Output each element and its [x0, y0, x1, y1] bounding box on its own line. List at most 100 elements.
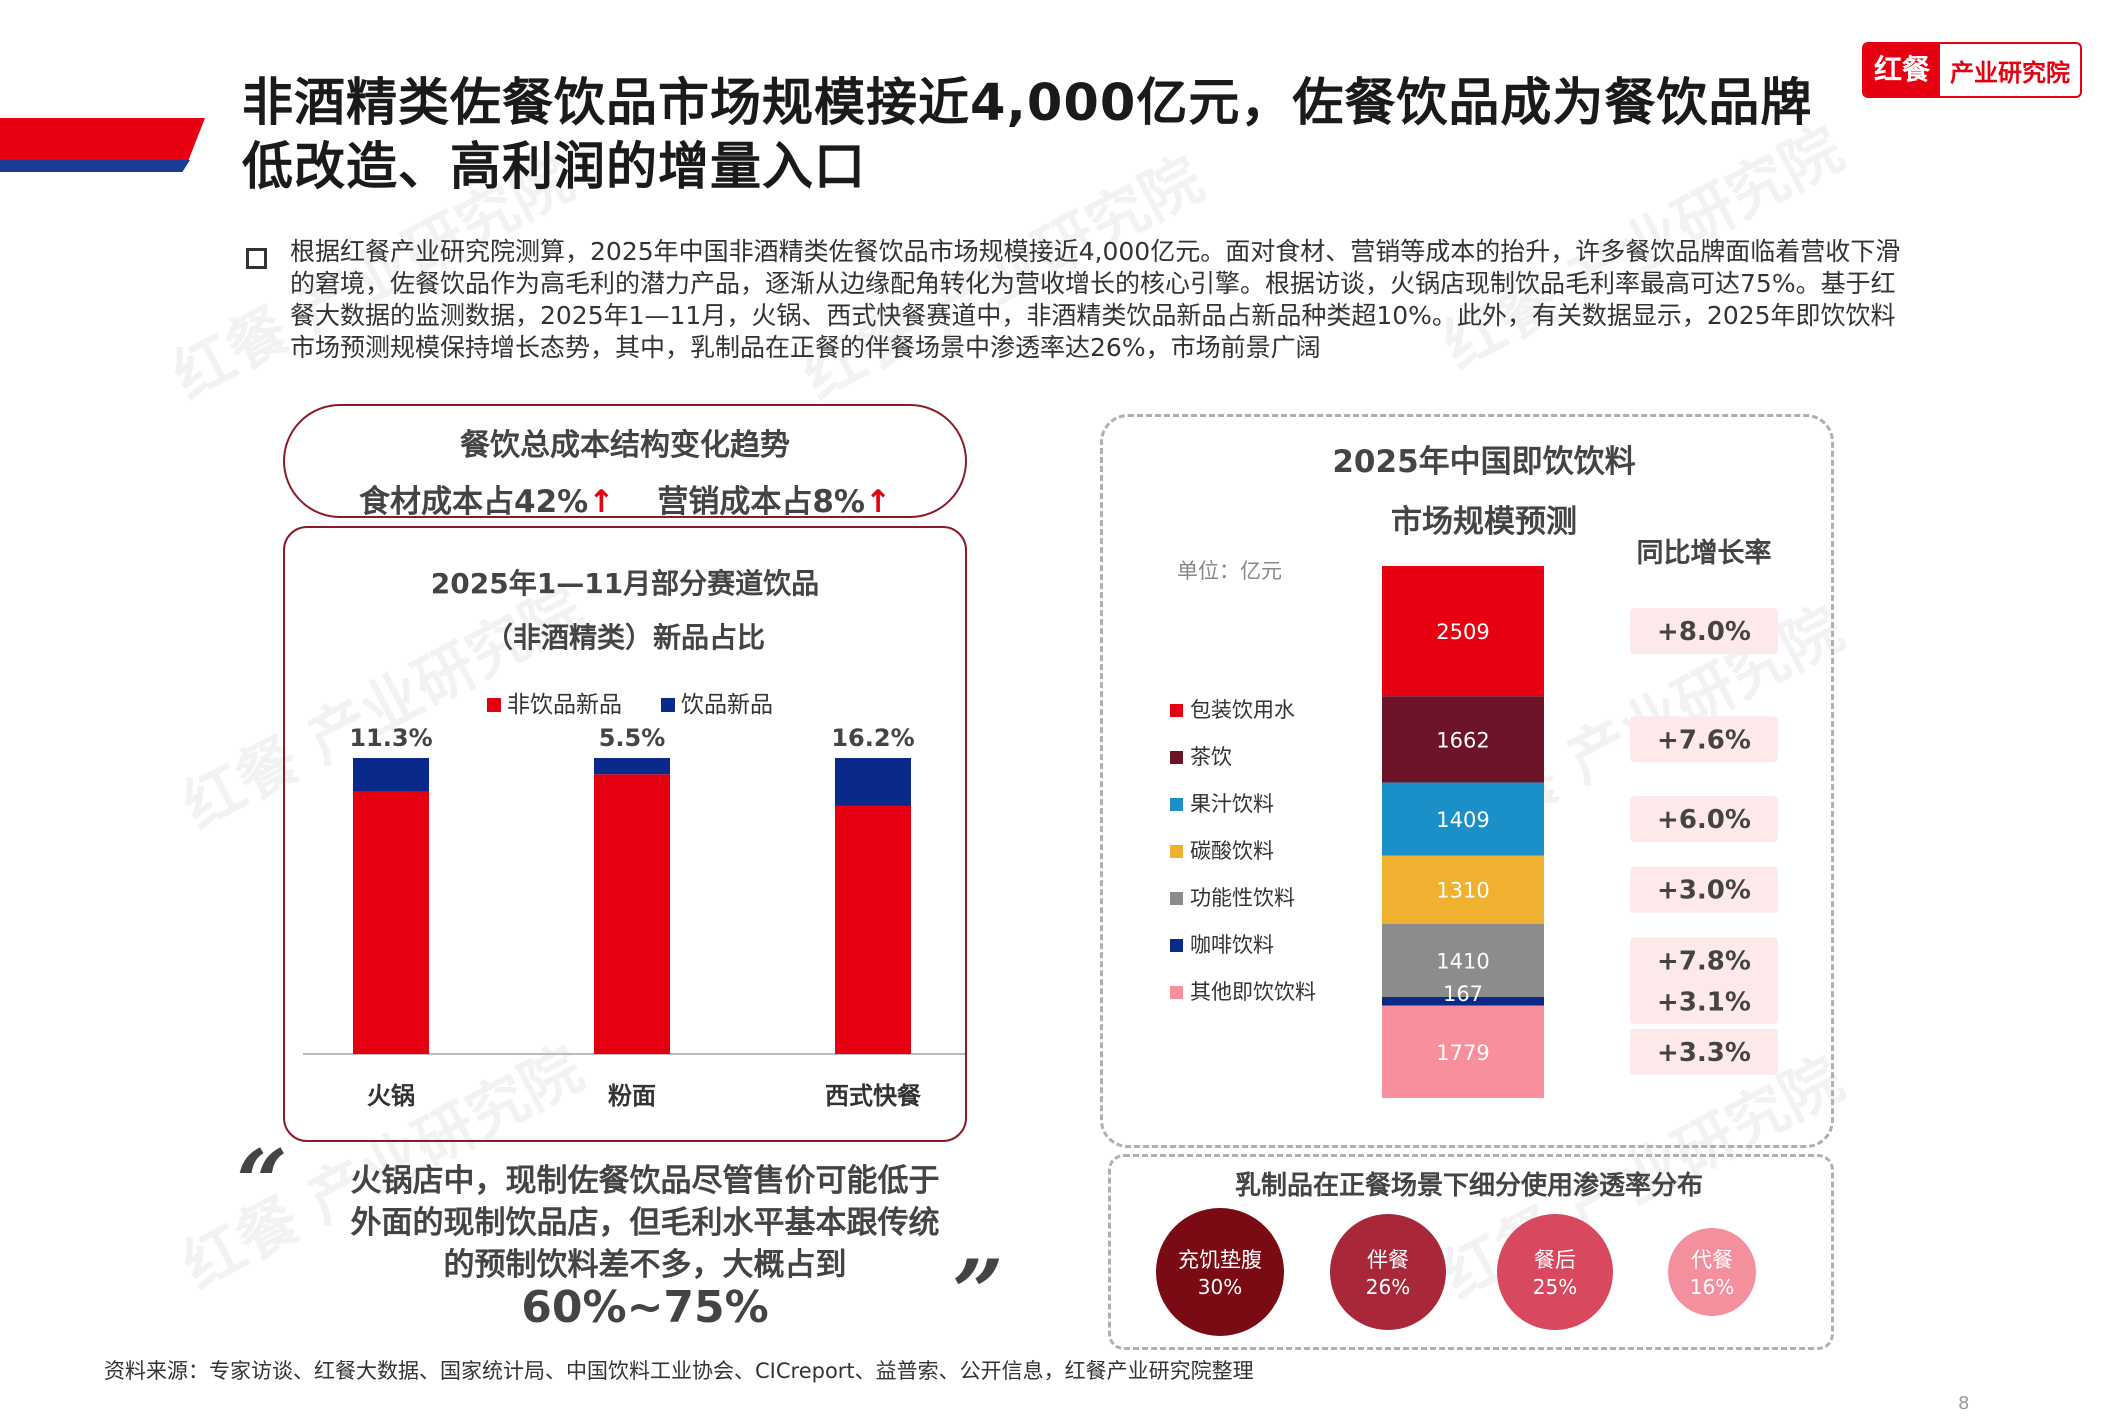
dairy-label: 充饥垫腹	[1178, 1248, 1262, 1272]
stack-segment	[1382, 566, 1544, 697]
quote-highlight: 60%~75%	[521, 1282, 769, 1333]
growth-badge	[1630, 866, 1778, 913]
dairy-title: 乳制品在正餐场景下细分使用渗透率分布	[1235, 1170, 1703, 1201]
bar-segment	[835, 758, 911, 806]
stack-segment	[1382, 855, 1544, 924]
segment-value-label: 167	[1443, 982, 1483, 1006]
data-label: 16.2%	[831, 724, 914, 752]
title-line-2: 低改造、高利润的增量入口	[242, 138, 867, 197]
legend-swatch	[1170, 845, 1183, 858]
legend-swatch-drink	[661, 698, 675, 712]
dairy-circle	[1668, 1228, 1756, 1316]
open-quote-icon: “	[236, 1130, 288, 1236]
data-label: 5.5%	[599, 724, 666, 752]
segment-value-label: 1310	[1436, 879, 1489, 903]
segment-value-label: 1409	[1436, 808, 1489, 832]
segment-value-label: 1779	[1436, 1041, 1489, 1065]
growth-value: +3.1%	[1657, 987, 1751, 1017]
up-arrow-icon: ↑	[865, 484, 891, 520]
segment-value-label: 1410	[1436, 949, 1489, 973]
growth-badge	[1630, 937, 1778, 984]
logo-text: 产业研究院	[1950, 58, 2071, 87]
legend-label: 咖啡饮料	[1190, 933, 1274, 957]
bar-segment	[353, 758, 429, 792]
unit-label: 单位：亿元	[1177, 559, 1282, 583]
dairy-label: 代餐	[1691, 1248, 1733, 1272]
quote-line-3: 的预制饮料差不多，大概占到	[443, 1247, 847, 1283]
legend-swatch	[1170, 986, 1183, 999]
growth-header: 同比增长率	[1637, 537, 1772, 569]
legend-label: 其他即饮饮料	[1190, 980, 1316, 1004]
dairy-penetration-box	[1108, 1154, 1834, 1350]
growth-value: +3.0%	[1657, 876, 1751, 906]
food-cost-text: 食材成本占42%	[359, 484, 589, 520]
legend-swatch	[1170, 751, 1183, 764]
growth-value: +3.3%	[1657, 1038, 1751, 1068]
growth-badge	[1630, 608, 1778, 655]
quote-line-2: 外面的现制饮品店，但毛利水平基本跟传统	[350, 1205, 940, 1241]
data-label: 11.3%	[349, 724, 432, 752]
growth-value: +8.0%	[1657, 617, 1751, 647]
stack-segment	[1382, 696, 1544, 783]
growth-badge	[1630, 1028, 1778, 1075]
cost-pill-title: 餐饮总成本结构变化趋势	[460, 428, 790, 463]
cost-structure-pill: 餐饮总成本结构变化趋势 食材成本占42%↑ 营销成本占8%↑	[283, 404, 967, 520]
right-chart-title-2: 市场规模预测	[1391, 504, 1577, 540]
category-label: 火锅	[367, 1082, 415, 1110]
new-products-bar-chart: 非饮品新品 饮品新品 11.3% 火锅 5.5% 粉面 16.2% 西式快餐	[303, 692, 965, 1110]
stack-segment	[1382, 782, 1544, 856]
legend-swatch	[1170, 704, 1183, 717]
stack-segment	[1382, 1005, 1544, 1098]
legend-label: 果汁饮料	[1190, 792, 1274, 816]
dairy-circle	[1330, 1214, 1446, 1330]
intro-paragraph: 根据红餐产业研究院测算，2025年中国非酒精类佐餐饮品市场规模接近4,000亿元…	[290, 237, 1901, 362]
bullet-square-icon	[246, 248, 267, 269]
category-label: 粉面	[608, 1082, 656, 1110]
legend-swatch	[1170, 939, 1183, 952]
segment-value-label: 2509	[1436, 620, 1489, 644]
legend-label: 碳酸饮料	[1190, 839, 1274, 863]
legend-swatch	[1170, 892, 1183, 905]
growth-value: +7.6%	[1657, 725, 1751, 755]
growth-badge	[1630, 796, 1778, 843]
left-chart-title-1: 2025年1—11月部分赛道饮品	[430, 567, 820, 600]
stack-segment	[1382, 923, 1544, 997]
dairy-value: 16%	[1690, 1275, 1734, 1299]
growth-badge	[1630, 716, 1778, 763]
quote-line-1: 火锅店中，现制佐餐饮品尽管售价可能低于	[350, 1163, 940, 1199]
marketing-cost-text: 营销成本占8%	[657, 484, 865, 520]
legend-swatch	[1170, 798, 1183, 811]
right-chart-title-1: 2025年中国即饮饮料	[1332, 444, 1635, 480]
header-blue-stripe	[0, 160, 190, 172]
header-red-stripe	[0, 118, 205, 160]
dairy-label: 餐后	[1534, 1248, 1576, 1272]
page-number: 8	[1958, 1393, 1970, 1414]
rtd-market-box	[1100, 414, 1834, 1148]
legend-label: 功能性饮料	[1190, 886, 1295, 910]
growth-value: +6.0%	[1657, 805, 1751, 835]
source-note: 资料来源：专家访谈、红餐大数据、国家统计局、中国饮料工业协会、CICreport…	[104, 1359, 1254, 1383]
legend-swatch-non-drink	[487, 698, 501, 712]
bar-segment	[835, 805, 911, 1054]
brand-logo: 红餐 产业研究院	[1862, 42, 2083, 98]
bar-segment	[594, 774, 670, 1054]
bar-segment	[353, 791, 429, 1054]
segment-value-label: 1662	[1436, 728, 1489, 752]
left-chart-title-2: （非酒精类）新品占比	[484, 621, 765, 654]
up-arrow-icon: ↑	[588, 484, 615, 520]
close-quote-icon: ”	[952, 1240, 1004, 1346]
growth-badge	[1630, 978, 1778, 1025]
dairy-label: 伴餐	[1367, 1248, 1409, 1272]
dairy-value: 26%	[1366, 1275, 1410, 1299]
stack-segment	[1382, 996, 1544, 1006]
legend-label: 包装饮用水	[1190, 698, 1295, 722]
legend-label-drink: 饮品新品	[681, 692, 773, 718]
category-label: 西式快餐	[825, 1082, 922, 1110]
logo-mark: 红餐	[1864, 44, 1941, 96]
page-title: 非酒精类佐餐饮品市场规模接近4,000亿元，佐餐饮品成为餐饮品牌 低改造、高利润…	[242, 72, 1882, 200]
dairy-value: 25%	[1533, 1275, 1577, 1299]
interview-quote: 火锅店中，现制佐餐饮品尽管售价可能低于 外面的现制饮品店，但毛利水平基本跟传统 …	[320, 1160, 970, 1286]
growth-value: +7.8%	[1657, 946, 1751, 976]
